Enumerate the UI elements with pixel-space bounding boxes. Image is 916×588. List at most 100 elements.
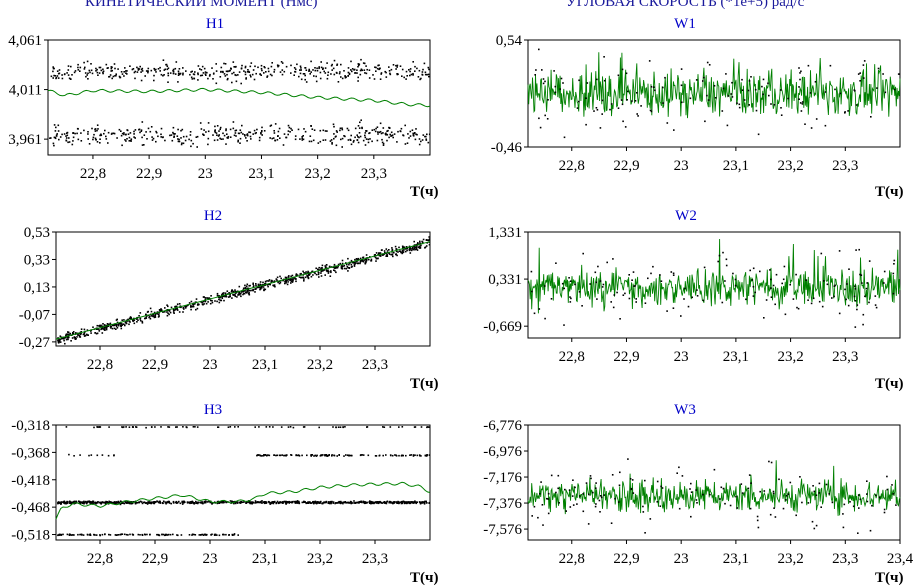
data-point <box>369 500 371 502</box>
data-point <box>134 502 137 505</box>
data-point <box>547 492 550 495</box>
data-point <box>64 342 66 345</box>
data-point <box>303 272 305 274</box>
data-point <box>719 498 721 500</box>
data-point <box>135 318 138 320</box>
data-point <box>256 454 259 456</box>
data-point <box>343 501 345 503</box>
data-point <box>261 500 263 502</box>
data-point <box>875 494 877 497</box>
data-point <box>410 249 413 252</box>
data-point <box>331 69 333 71</box>
data-point <box>388 249 390 251</box>
data-point <box>172 72 175 75</box>
data-point <box>152 502 155 504</box>
data-point <box>741 492 744 494</box>
data-point <box>724 502 726 505</box>
data-point <box>703 266 706 269</box>
data-point <box>204 298 207 301</box>
data-point <box>350 69 352 71</box>
data-point <box>401 252 403 255</box>
data-point <box>346 265 349 268</box>
data-point <box>599 511 601 513</box>
data-point <box>68 137 70 139</box>
data-point <box>332 426 334 428</box>
data-point <box>260 132 262 135</box>
data-point <box>107 454 110 457</box>
data-point <box>362 62 365 64</box>
data-point <box>815 118 818 120</box>
data-point <box>631 100 633 102</box>
data-point <box>542 524 544 526</box>
data-point <box>249 135 252 138</box>
data-point <box>680 68 683 70</box>
y-tick-label: 0,53 <box>24 225 50 241</box>
data-point <box>275 278 278 280</box>
data-point <box>57 501 60 503</box>
data-point <box>730 93 733 95</box>
data-point <box>328 502 331 505</box>
data-point <box>207 143 209 146</box>
data-point <box>83 332 86 334</box>
data-point <box>230 68 232 70</box>
data-point <box>326 130 328 132</box>
data-point <box>92 138 94 141</box>
data-point <box>627 90 629 93</box>
data-point <box>205 534 207 536</box>
data-point <box>132 502 134 504</box>
data-point <box>761 85 763 88</box>
data-point <box>68 77 71 80</box>
data-point <box>684 287 686 290</box>
data-point <box>893 263 895 265</box>
data-point <box>618 501 620 503</box>
data-point <box>201 303 204 306</box>
data-point <box>301 137 303 140</box>
data-point <box>783 265 786 268</box>
data-point <box>818 482 821 485</box>
data-point <box>416 454 419 457</box>
data-point <box>422 68 424 71</box>
data-point <box>313 455 315 457</box>
data-point <box>143 501 146 503</box>
data-point <box>57 77 60 79</box>
data-point <box>237 426 239 428</box>
data-point <box>161 309 163 311</box>
data-point <box>844 111 846 113</box>
data-point <box>388 127 391 129</box>
data-point <box>734 278 737 281</box>
data-point <box>287 278 290 281</box>
data-point <box>272 426 274 428</box>
data-point <box>194 426 196 428</box>
data-point <box>239 293 242 295</box>
data-point <box>94 502 97 504</box>
data-point <box>398 426 400 428</box>
data-point <box>391 253 394 256</box>
data-point <box>261 69 263 72</box>
data-point <box>283 454 285 457</box>
data-point <box>285 136 288 139</box>
data-point <box>102 323 104 325</box>
data-point <box>294 277 296 279</box>
data-point <box>158 501 161 504</box>
data-point <box>397 251 399 253</box>
data-point <box>326 270 329 273</box>
data-point <box>268 283 270 285</box>
data-point <box>241 124 243 127</box>
data-point <box>299 65 302 68</box>
x-tick-label: 23,4 <box>887 551 914 567</box>
data-point <box>307 502 310 504</box>
data-point <box>756 515 759 518</box>
data-point <box>205 500 207 503</box>
y-tick-label: 0,13 <box>24 280 50 296</box>
data-point <box>569 296 571 298</box>
data-point <box>249 131 252 134</box>
data-point <box>125 501 128 503</box>
data-point <box>292 280 294 282</box>
data-point <box>204 73 207 75</box>
data-point <box>67 69 70 71</box>
data-point <box>801 103 804 105</box>
data-point <box>347 139 350 141</box>
data-point <box>780 114 783 116</box>
data-point <box>248 71 251 73</box>
data-point <box>301 454 303 457</box>
